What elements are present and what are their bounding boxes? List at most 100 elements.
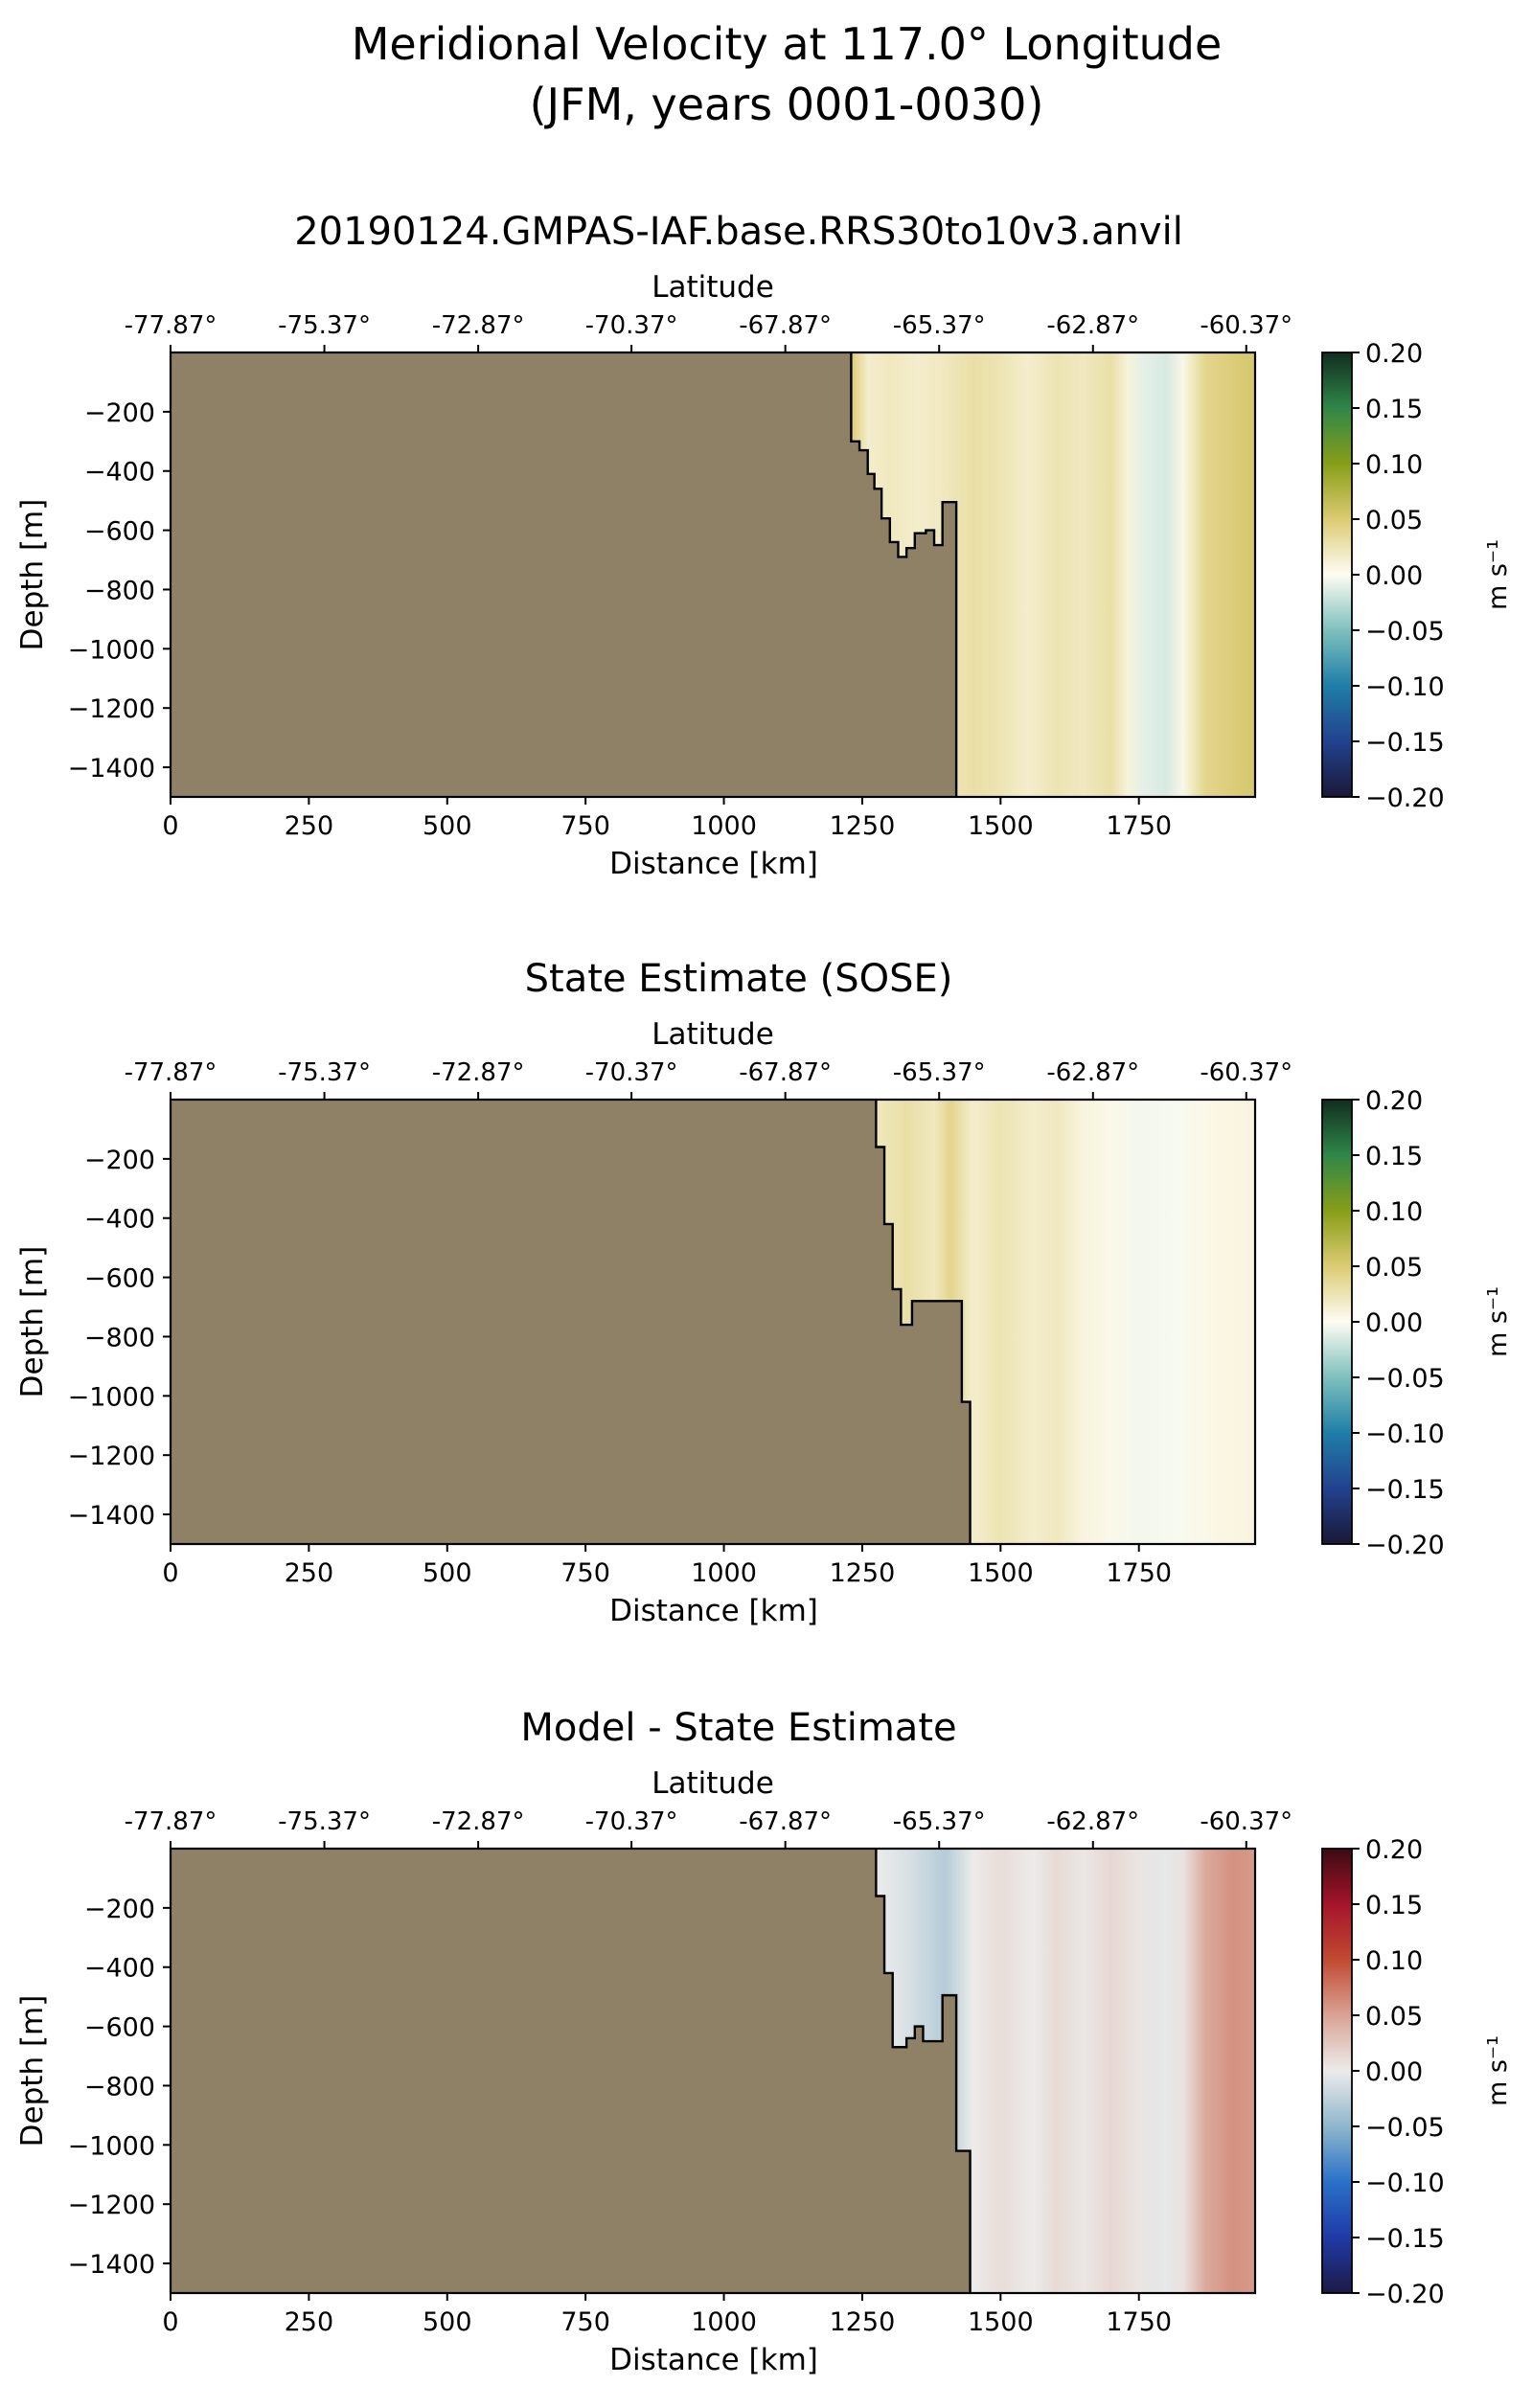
x-tick-label: 750 (560, 811, 610, 841)
x-tick-label: 1000 (691, 2307, 757, 2337)
x-tick-label: 1500 (968, 1558, 1034, 1588)
x-tick-label: 1250 (830, 1558, 896, 1588)
colorbar-tick-label: −0.10 (1365, 1420, 1445, 1449)
colorbar-tick-label: 0.00 (1365, 561, 1423, 591)
bathymetry-line (875, 1849, 972, 2293)
top-tick-label: -65.37° (893, 311, 986, 340)
x-tick-label: 1500 (968, 811, 1034, 841)
y-tick-label: −600 (84, 2013, 155, 2043)
y-tick-label: −200 (84, 398, 155, 428)
panel-2: State Estimate (SOSE) Latitude 0 250 500 750 1… (15, 957, 1513, 1628)
y-axis-label: Depth [m] (15, 1995, 50, 2147)
y-tick-label: −1400 (68, 1501, 155, 1531)
y-tick-label: −600 (84, 1264, 155, 1294)
colorbar-tick-label: 0.15 (1365, 1891, 1423, 1920)
y-tick-label: −800 (84, 576, 155, 605)
plot-frame (169, 1098, 1257, 1546)
colorbar-gradient (1321, 1099, 1353, 1545)
colorbar-tick-label: 0.15 (1365, 1142, 1423, 1171)
x-axis-label: Distance [km] (609, 847, 818, 881)
top-tick-label: -72.87° (432, 1807, 525, 1836)
x-tick-label: 250 (285, 811, 334, 841)
colorbar-gradient (1321, 352, 1353, 798)
y-tick-label: −1000 (68, 1382, 155, 1412)
x-axis-label: Distance [km] (609, 1594, 818, 1628)
top-tick-label: -67.87° (739, 1807, 832, 1836)
colorbar-label: m s⁻¹ (1483, 1286, 1513, 1357)
y-tick-label: −400 (84, 1954, 155, 1984)
top-tick-label: -77.87° (125, 1807, 217, 1836)
top-tick-label: -62.87° (1046, 1807, 1139, 1836)
colorbar: 0.20 0.15 0.10 0.05 0.00 −0.05 −0.10 −0.15 −0.20… (1321, 1835, 1513, 2309)
top-tick-label: -60.37° (1200, 1058, 1292, 1087)
colorbar-tick-label: −0.15 (1365, 2224, 1445, 2254)
y-tick-label: −200 (84, 1146, 155, 1175)
top-tick-label: -65.37° (893, 1058, 986, 1087)
colorbar-tick-label: 0.10 (1365, 1946, 1423, 1976)
top-tick-label: -75.37° (278, 1058, 371, 1087)
y-tick-label: −1000 (68, 2131, 155, 2161)
x-tick-label: 750 (560, 2307, 610, 2337)
x-tick-label: 500 (423, 1558, 472, 1588)
y-tick-label: −1400 (68, 754, 155, 784)
top-tick-label: -60.37° (1200, 1807, 1292, 1836)
y-tick-label: −800 (84, 1323, 155, 1352)
top-tick-label: -72.87° (432, 1058, 525, 1087)
colorbar-tick-label: −0.05 (1365, 1364, 1445, 1394)
colorbar-tick-label: 0.05 (1365, 2002, 1423, 2032)
top-tick-label: -62.87° (1046, 1058, 1139, 1087)
x-tick-label: 500 (423, 811, 472, 841)
land-mask (171, 1100, 971, 1544)
plot-frame (169, 351, 1257, 799)
colorbar-tick-label: −0.10 (1365, 672, 1445, 702)
top-tick-label: -70.37° (585, 1807, 678, 1836)
colorbar-tick-label: 0.20 (1365, 1835, 1423, 1865)
colorbar-tick-label: 0.00 (1365, 1308, 1423, 1338)
colorbar-tick-label: 0.10 (1365, 1197, 1423, 1227)
top-tick-label: -77.87° (125, 1058, 217, 1087)
x-tick-label: 750 (560, 1558, 610, 1588)
colorbar-tick-label: 0.20 (1365, 339, 1423, 369)
top-axis-label: Latitude (652, 1017, 774, 1052)
land-mask (171, 1849, 971, 2293)
x-tick-label: 1750 (1106, 2307, 1172, 2337)
colorbar-tick-label: −0.15 (1365, 1475, 1445, 1505)
x-tick-label: 250 (285, 1558, 334, 1588)
top-tick-label: -75.37° (278, 1807, 371, 1836)
plot-frame (169, 1847, 1257, 2295)
y-axis-label: Depth [m] (15, 1246, 50, 1398)
colorbar-tick-label: −0.20 (1365, 2280, 1445, 2309)
colorbar-tick-label: 0.15 (1365, 395, 1423, 424)
x-tick-label: 1250 (830, 2307, 896, 2337)
y-tick-label: −1200 (68, 694, 155, 724)
y-tick-label: −1400 (68, 2250, 155, 2280)
colorbar-tick-label: 0.05 (1365, 1253, 1423, 1283)
colorbar-tick-label: −0.15 (1365, 728, 1445, 758)
x-axis-label: Distance [km] (609, 2343, 818, 2377)
colorbar-tick-label: 0.10 (1365, 450, 1423, 480)
top-axis-label: Latitude (652, 1766, 774, 1801)
colorbar-tick-label: −0.20 (1365, 784, 1445, 813)
colorbar: 0.20 0.15 0.10 0.05 0.00 −0.05 −0.10 −0.15 −0.20… (1321, 1086, 1513, 1560)
panel-title: 20190124.GMPAS-IAF.base.RRS30to10v3.anvi… (294, 210, 1183, 254)
x-tick-label: 0 (162, 2307, 178, 2337)
top-axis-label: Latitude (652, 270, 774, 305)
y-tick-label: −400 (84, 1205, 155, 1235)
y-axis-label: Depth [m] (15, 499, 50, 651)
x-tick-label: 1250 (830, 811, 896, 841)
colorbar-tick-label: −0.05 (1365, 617, 1445, 647)
figure-title-line2: (JFM, years 0001-0030) (530, 79, 1044, 130)
colorbar-label: m s⁻¹ (1483, 539, 1513, 610)
colorbar: 0.20 0.15 0.10 0.05 0.00 −0.05 −0.10 −0.15 −0.20… (1321, 339, 1513, 813)
x-tick-label: 500 (423, 2307, 472, 2337)
colorbar-tick-label: −0.10 (1365, 2169, 1445, 2198)
y-tick-label: −800 (84, 2072, 155, 2101)
x-tick-label: 1750 (1106, 811, 1172, 841)
top-tick-label: -67.87° (739, 1058, 832, 1087)
top-tick-label: -62.87° (1046, 311, 1139, 340)
y-tick-label: −1000 (68, 635, 155, 665)
colorbar-tick-label: 0.05 (1365, 506, 1423, 535)
bathymetry-line (850, 352, 958, 797)
